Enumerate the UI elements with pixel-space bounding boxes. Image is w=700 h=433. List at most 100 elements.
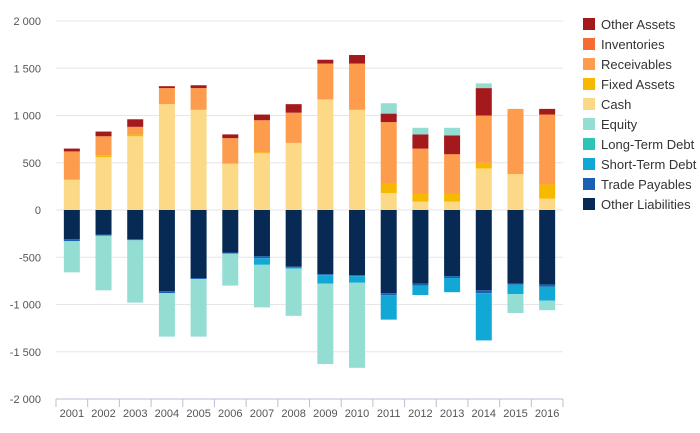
bar-segment	[127, 136, 143, 210]
bar-segment	[476, 116, 492, 163]
legend-item[interactable]: Receivables	[583, 57, 672, 72]
legend-swatch	[583, 58, 595, 70]
bar-segment	[476, 83, 492, 88]
bar-segment	[317, 275, 333, 284]
bar-segment	[64, 210, 80, 239]
bar-segment	[539, 109, 555, 115]
bar-segment	[317, 99, 333, 210]
bar-segment	[412, 194, 428, 202]
legend-label: Receivables	[601, 57, 672, 72]
bar-segment	[349, 55, 365, 64]
y-tick-label: 500	[23, 158, 41, 170]
bar-segment	[476, 88, 492, 115]
bar-segment	[539, 301, 555, 310]
bar-segment	[381, 210, 397, 293]
bar-segment	[286, 113, 302, 143]
legend-item[interactable]: Other Assets	[583, 17, 676, 32]
legend-swatch	[583, 178, 595, 190]
x-tick-label: 2016	[535, 408, 559, 420]
bar-segment	[317, 284, 333, 364]
bar-segment	[444, 276, 460, 278]
bar-segment	[349, 210, 365, 275]
bar-segment	[191, 110, 207, 210]
legend-label: Inventories	[601, 37, 665, 52]
bar-segment	[159, 293, 175, 336]
legend-label: Other Assets	[601, 17, 676, 32]
legend-item[interactable]: Equity	[583, 117, 638, 132]
legend-item[interactable]: Inventories	[583, 37, 665, 52]
bar-segment	[507, 294, 523, 313]
bar-segment	[159, 291, 175, 293]
x-tick-label: 2003	[123, 408, 147, 420]
bar-segment	[381, 122, 397, 183]
legend-label: Long-Term Debt	[601, 137, 695, 152]
legend-swatch	[583, 98, 595, 110]
bar-segment	[507, 210, 523, 284]
bar-segment	[444, 135, 460, 154]
bar-segment	[507, 109, 523, 174]
bar-segment	[317, 64, 333, 100]
bar-segment	[286, 269, 302, 316]
bar-segment	[286, 267, 302, 268]
x-tick-label: 2010	[345, 408, 369, 420]
bar-segment	[444, 210, 460, 276]
bar-segment	[127, 210, 143, 239]
y-tick-label: 2 000	[13, 16, 41, 28]
bar-segment	[507, 285, 523, 294]
y-tick-label: -1 500	[10, 347, 41, 359]
legend-item[interactable]: Fixed Assets	[583, 77, 675, 92]
bars	[64, 55, 555, 368]
bar-segment	[539, 287, 555, 301]
bar-segment	[539, 199, 555, 210]
y-tick-label: -2 000	[10, 394, 41, 406]
bar-segment	[412, 128, 428, 135]
bar-segment	[476, 290, 492, 293]
bar-segment	[127, 119, 143, 127]
legend-item[interactable]: Cash	[583, 97, 631, 112]
bar-segment	[539, 115, 555, 185]
bar-segment	[317, 60, 333, 64]
legend-item[interactable]: Long-Term Debt	[583, 137, 695, 152]
bar-segment	[64, 180, 80, 210]
bar-segment	[222, 138, 238, 164]
y-tick-label: 1 000	[13, 111, 41, 123]
legend-label: Short-Term Debt	[601, 157, 697, 172]
bar-segment	[254, 153, 270, 210]
bar-segment	[222, 164, 238, 210]
legend-item[interactable]: Short-Term Debt	[583, 157, 697, 172]
bar-segment	[254, 256, 270, 258]
bar-segment	[191, 210, 207, 278]
legend-label: Cash	[601, 97, 631, 112]
bar-segment	[412, 201, 428, 210]
x-axis: 2001 2002 2003 2004 2005 2006 2007 2008 2009 2010…	[56, 399, 563, 420]
legend-item[interactable]: Trade Payables	[583, 177, 692, 192]
bar-segment	[96, 132, 112, 137]
y-axis: 2 000 1 500 1 000 500 0 -500 -1 000 -1 500 -2 00…	[10, 16, 41, 406]
bar-segment	[127, 240, 143, 302]
bar-segment	[159, 104, 175, 210]
x-tick-label: 2005	[186, 408, 210, 420]
x-tick-label: 2007	[250, 408, 274, 420]
bar-segment	[381, 295, 397, 320]
x-tick-label: 2013	[440, 408, 464, 420]
bar-segment	[381, 103, 397, 113]
legend-swatch	[583, 78, 595, 90]
x-tick-label: 2004	[155, 408, 179, 420]
bar-segment	[349, 275, 365, 276]
bar-segment	[222, 253, 238, 285]
bar-segment	[349, 283, 365, 368]
bar-segment	[286, 104, 302, 113]
bar-segment	[96, 155, 112, 157]
bar-segment	[96, 157, 112, 210]
bar-segment	[64, 241, 80, 272]
bar-segment	[476, 293, 492, 340]
legend: Other Assets Inventories Receivables Fixed …	[583, 17, 697, 212]
bar-segment	[317, 210, 333, 274]
bar-segment	[444, 278, 460, 292]
bar-segment	[444, 154, 460, 194]
bar-segment	[381, 114, 397, 123]
bar-segment	[222, 253, 238, 254]
legend-item[interactable]: Other Liabilities	[583, 197, 691, 212]
bar-segment	[254, 152, 270, 153]
bar-segment	[412, 149, 428, 194]
